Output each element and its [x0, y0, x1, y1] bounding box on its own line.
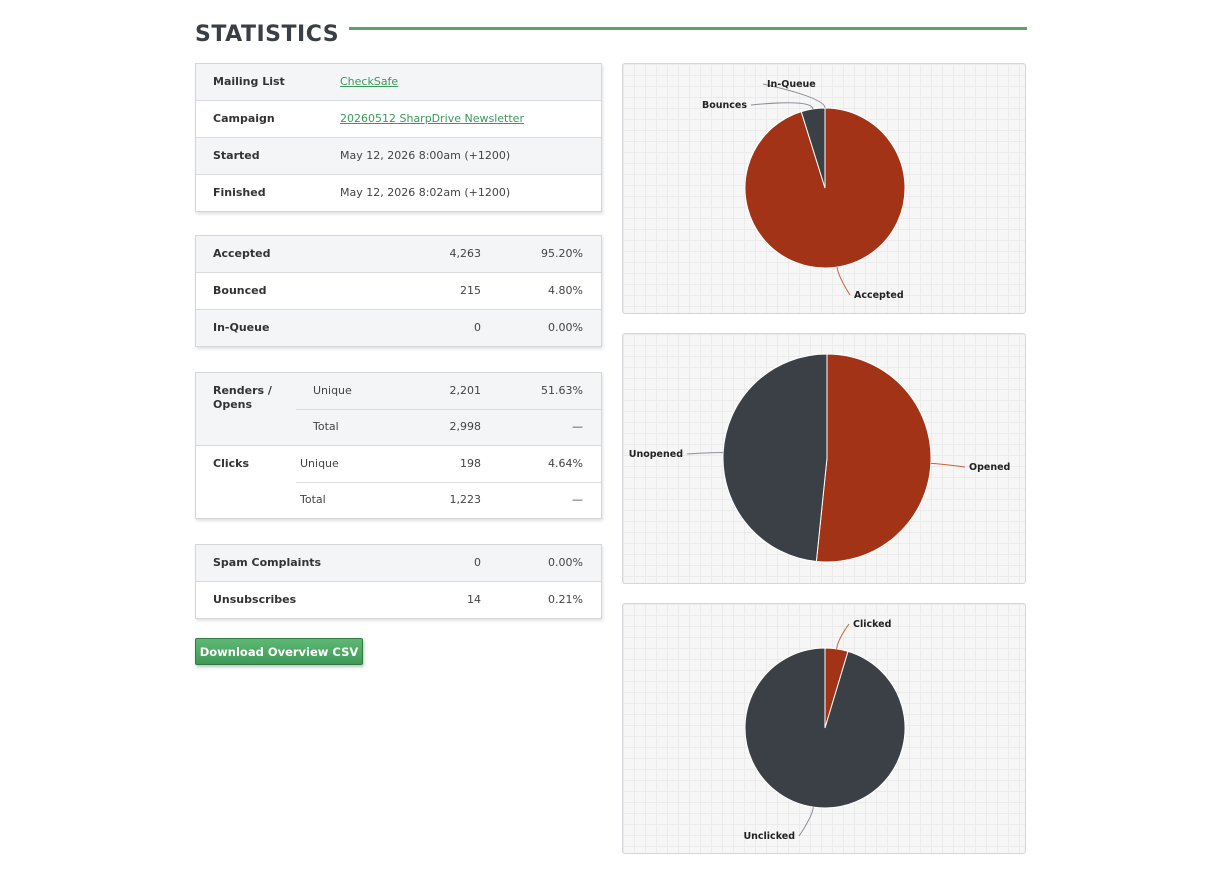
opens-unique-count: 2,201: [449, 384, 482, 397]
pie-label-bounces: Bounces: [702, 100, 747, 111]
accepted-row: Accepted 4,263 95.20%: [196, 236, 601, 273]
clicks-total-percent: —: [572, 493, 583, 506]
in-queue-label: In-Queue: [213, 321, 270, 334]
spam-complaints-percent: 0.00%: [548, 556, 583, 569]
clicks-total-label: Total: [300, 493, 326, 506]
bounced-percent: 4.80%: [548, 284, 583, 297]
opens-unique-row: Unique 2,201 51.63%: [296, 373, 601, 410]
mailing-list-row: Mailing List CheckSafe: [196, 64, 601, 101]
spam-complaints-label: Spam Complaints: [213, 556, 322, 569]
campaign-info-table: Mailing List CheckSafe Campaign 20260512…: [195, 63, 602, 212]
opens-unique-label: Unique: [313, 384, 352, 397]
campaign-row: Campaign 20260512 SharpDrive Newsletter: [196, 101, 601, 138]
campaign-label: Campaign: [213, 112, 275, 125]
pie-connector-accepted: [836, 267, 851, 296]
spam-complaints-count: 0: [474, 556, 481, 569]
unsubscribes-label: Unsubscribes: [213, 593, 297, 606]
finished-value: May 12, 2026 8:02am (+1200): [340, 186, 511, 199]
delivery-pie-svg: Accepted Bounces In-Queue: [702, 79, 906, 301]
pie-label-unclicked: Unclicked: [743, 831, 795, 842]
accepted-label: Accepted: [213, 247, 271, 260]
pie-label-opened: Opened: [969, 462, 1010, 473]
delivery-table: Accepted 4,263 95.20% Bounced 215 4.80% …: [195, 235, 602, 347]
bounced-row: Bounced 215 4.80%: [196, 273, 601, 310]
in-queue-percent: 0.00%: [548, 321, 583, 334]
finished-label: Finished: [213, 186, 266, 199]
clicks-unique-label: Unique: [300, 457, 339, 470]
page-title: STATISTICS: [195, 20, 350, 50]
pie-connector-opened: [930, 462, 966, 468]
opens-label: Renders / Opens: [213, 384, 272, 411]
unsubscribes-row: Unsubscribes 14 0.21%: [196, 582, 601, 618]
pie-connector-unclicked: [798, 807, 814, 837]
pie-connector-clicked: [836, 623, 850, 649]
clicks-pie-chart: Clicked Unclicked: [622, 603, 1026, 854]
clicks-unique-count: 198: [460, 457, 481, 470]
complaints-table: Spam Complaints 0 0.00% Unsubscribes 14 …: [195, 544, 602, 619]
campaign-link[interactable]: 20260512 SharpDrive Newsletter: [340, 112, 524, 125]
unsubscribes-percent: 0.21%: [548, 593, 583, 606]
opens-group: Renders / Opens Unique 2,201 51.63% Tota…: [196, 373, 601, 446]
clicks-unique-row: Unique 198 4.64%: [296, 446, 601, 483]
pie-slice-unopened: [722, 353, 828, 563]
mailing-list-label: Mailing List: [213, 75, 285, 88]
download-overview-csv-button[interactable]: Download Overview CSV: [195, 638, 363, 665]
in-queue-row: In-Queue 0 0.00%: [196, 310, 601, 346]
pie-connector-in-queue: [762, 83, 826, 109]
unsubscribes-count: 14: [467, 593, 481, 606]
pie-connector-bounces: [750, 102, 814, 110]
clicks-total-row: Total 1,223 —: [296, 482, 601, 517]
pie-slice-opened: [815, 353, 932, 563]
pie-label-clicked: Clicked: [853, 619, 891, 630]
finished-row: Finished May 12, 2026 8:02am (+1200): [196, 175, 601, 211]
mailing-list-link[interactable]: CheckSafe: [340, 75, 399, 88]
clicks-unique-percent: 4.64%: [548, 457, 583, 470]
opens-total-row: Total 2,998 —: [296, 409, 601, 444]
clicks-pie-svg: Clicked Unclicked: [743, 619, 906, 842]
clicks-total-count: 1,223: [449, 493, 482, 506]
bounced-label: Bounced: [213, 284, 267, 297]
clicks-group: Clicks Unique 198 4.64% Total 1,223 —: [196, 446, 601, 518]
pie-slice-unclicked: [744, 647, 906, 809]
in-queue-count: 0: [474, 321, 481, 334]
statistics-header: STATISTICS: [195, 20, 1027, 50]
delivery-pie-chart: Accepted Bounces In-Queue: [622, 63, 1026, 314]
opens-unique-percent: 51.63%: [541, 384, 583, 397]
started-label: Started: [213, 149, 260, 162]
pie-label-in-queue: In-Queue: [767, 79, 816, 90]
pie-label-unopened: Unopened: [629, 449, 683, 460]
clicks-label: Clicks: [213, 457, 249, 470]
pie-label-accepted: Accepted: [854, 290, 904, 301]
opens-pie-svg: Opened Unopened: [629, 353, 1010, 563]
started-value: May 12, 2026 8:00am (+1200): [340, 149, 511, 162]
opens-total-percent: —: [572, 420, 583, 433]
spam-complaints-row: Spam Complaints 0 0.00%: [196, 545, 601, 582]
accepted-count: 4,263: [449, 247, 482, 260]
engagement-table: Renders / Opens Unique 2,201 51.63% Tota…: [195, 372, 602, 519]
pie-connector-unopened: [686, 452, 724, 455]
header-rule: [318, 27, 1027, 30]
opens-total-count: 2,998: [449, 420, 482, 433]
started-row: Started May 12, 2026 8:00am (+1200): [196, 138, 601, 175]
bounced-count: 215: [460, 284, 481, 297]
opens-total-label: Total: [313, 420, 339, 433]
accepted-percent: 95.20%: [541, 247, 583, 260]
opens-pie-chart: Opened Unopened: [622, 333, 1026, 584]
